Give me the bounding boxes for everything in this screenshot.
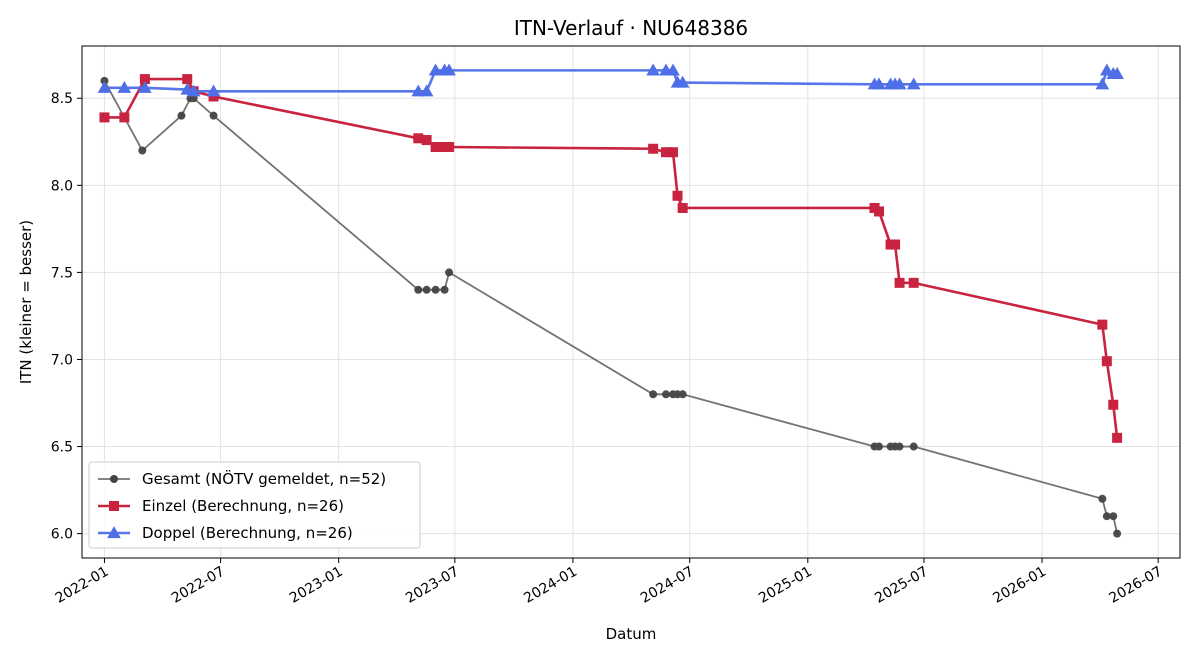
data-point <box>649 390 658 399</box>
data-point <box>209 111 218 120</box>
y-tick-label: 6.5 <box>51 440 73 456</box>
data-point <box>909 442 918 451</box>
data-point <box>139 74 150 85</box>
data-point <box>444 142 455 153</box>
data-point <box>414 285 423 294</box>
data-point <box>677 202 688 213</box>
data-point <box>892 77 907 90</box>
data-point <box>138 146 147 155</box>
chart-title: ITN-Verlauf · NU648386 <box>514 16 748 40</box>
data-point <box>430 142 441 153</box>
data-point <box>1108 399 1119 410</box>
data-point <box>648 143 659 154</box>
data-point <box>107 526 121 539</box>
plot-frame <box>81 45 1181 559</box>
legend-label: Doppel (Berechnung, n=26) <box>142 524 353 542</box>
data-point <box>1110 67 1124 79</box>
data-point <box>119 112 130 123</box>
data-point <box>872 77 886 90</box>
data-point <box>138 80 152 93</box>
data-point <box>908 277 919 288</box>
data-point <box>445 268 454 277</box>
data-point <box>109 501 119 511</box>
data-point <box>208 91 219 102</box>
data-point <box>421 135 432 146</box>
data-point <box>431 285 440 294</box>
data-point <box>675 75 690 88</box>
data-point <box>419 84 434 97</box>
data-point <box>895 442 904 451</box>
data-point <box>906 77 921 90</box>
series-markers <box>99 74 1123 443</box>
data-point <box>646 63 660 76</box>
data-point <box>97 80 112 93</box>
series-2 <box>97 63 1124 97</box>
data-point <box>422 285 431 294</box>
series-layer <box>97 63 1124 538</box>
data-point <box>875 442 884 451</box>
data-point <box>100 76 109 85</box>
y-tick-label: 7.5 <box>51 265 73 281</box>
data-point <box>99 112 110 123</box>
y-tick-label: 8.0 <box>51 178 73 194</box>
data-point <box>890 239 901 250</box>
legend-label: Gesamt (NÖTV gemeldet, n=52) <box>142 469 386 488</box>
data-point <box>1097 319 1108 330</box>
data-point <box>1095 77 1110 90</box>
data-point <box>1101 356 1112 367</box>
y-tick-label: 6.0 <box>51 527 73 543</box>
data-point <box>1112 432 1123 443</box>
data-point <box>182 74 193 85</box>
data-point <box>413 133 424 144</box>
data-point <box>672 190 683 201</box>
data-point <box>874 206 885 217</box>
data-point <box>1102 512 1111 521</box>
legend-label: Einzel (Berechnung, n=26) <box>142 497 344 515</box>
y-tick-label: 8.5 <box>51 91 73 107</box>
data-point <box>661 390 670 399</box>
legend-box <box>88 461 421 549</box>
data-point <box>678 390 687 399</box>
data-point <box>668 147 679 158</box>
data-point <box>660 147 671 158</box>
data-point <box>442 63 456 76</box>
data-point <box>1098 494 1107 503</box>
legend: Gesamt (NÖTV gemeldet, n=52) Einzel (Bere… <box>88 461 421 549</box>
data-point <box>186 84 201 97</box>
data-point <box>428 63 443 76</box>
y-tick-label: 7.0 <box>51 352 73 368</box>
data-point <box>117 80 132 93</box>
data-point <box>894 277 905 288</box>
y-axis-title: ITN (kleiner = besser) <box>17 220 35 384</box>
data-point <box>1109 512 1118 521</box>
data-point <box>666 63 680 76</box>
data-point <box>1113 529 1122 538</box>
data-point <box>110 475 118 483</box>
series-markers <box>97 63 1124 97</box>
data-point <box>177 111 186 120</box>
x-axis-title: Datum <box>606 625 657 643</box>
data-point <box>440 285 449 294</box>
data-point <box>206 84 221 97</box>
